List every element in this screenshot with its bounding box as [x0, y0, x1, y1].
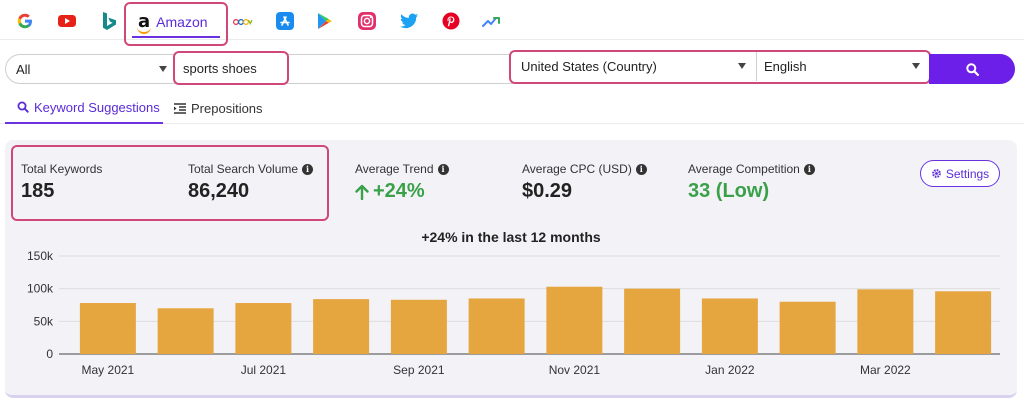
search-engine-tabs: a Amazon	[0, 0, 1024, 46]
list-indent-icon	[174, 102, 186, 114]
y-tick-label: 150k	[27, 249, 54, 263]
highlight-box	[11, 145, 329, 221]
x-tick-label: Sep 2021	[393, 363, 445, 377]
chart-bar	[701, 298, 758, 354]
result-tabs: Keyword Suggestions Prepositions	[0, 92, 1024, 124]
youtube-tab[interactable]	[56, 8, 78, 34]
ebay-icon	[233, 18, 253, 26]
search-bar: All United States (Country) English	[5, 50, 1017, 85]
tab-prepositions[interactable]: Prepositions	[174, 92, 263, 124]
settings-button-label: Settings	[945, 166, 990, 181]
info-icon[interactable]: i	[635, 163, 647, 175]
info-icon[interactable]: i	[437, 163, 449, 175]
search-volume-chart: 0 50k 100k 150k May 2021 Jul 2021 Sep 2021 Nov …	[27, 249, 1000, 377]
average-trend-value: +24%	[355, 180, 449, 203]
youtube-icon	[58, 15, 76, 27]
keyword-input[interactable]	[173, 51, 289, 85]
chart-bar	[157, 308, 214, 354]
tab-keyword-suggestions-label: Keyword Suggestions	[34, 99, 160, 115]
google-icon	[17, 13, 32, 29]
y-tick-label: 100k	[27, 282, 54, 296]
language-select-value: English	[764, 59, 807, 74]
y-tick-label: 50k	[34, 314, 54, 328]
ebay-tab[interactable]	[232, 8, 254, 34]
average-trend-label: Average Trend i	[355, 162, 449, 176]
total-keywords-stat: Total Keywords 185	[21, 162, 102, 203]
play-store-tab[interactable]	[314, 8, 336, 34]
country-select-value: United States (Country)	[521, 59, 657, 74]
tab-keyword-suggestions[interactable]: Keyword Suggestions	[5, 92, 163, 124]
trends-tab[interactable]	[481, 8, 503, 34]
keyword-input-wrapper	[173, 51, 513, 85]
info-icon[interactable]: i	[803, 163, 815, 175]
total-search-volume-stat: Total Search Volume i 86,240	[188, 162, 314, 203]
settings-button[interactable]: Settings	[920, 160, 1000, 187]
chart-bar	[313, 299, 370, 354]
average-trend-stat: Average Trend i +24%	[355, 162, 449, 203]
x-tick-label: May 2021	[82, 363, 135, 377]
total-keywords-label: Total Keywords	[21, 162, 103, 176]
twitter-icon	[400, 13, 418, 29]
app-store-icon	[276, 12, 294, 30]
chevron-down-icon	[159, 66, 167, 72]
search-icon	[965, 62, 979, 76]
category-select[interactable]: All	[5, 54, 173, 84]
country-select[interactable]: United States (Country)	[513, 52, 757, 81]
keyword-overview-card: Total Keywords 185 Total Search Volume i…	[5, 140, 1017, 398]
info-icon[interactable]: i	[302, 163, 314, 175]
x-tick-label: Jul 2021	[241, 363, 287, 377]
category-select-value: All	[16, 61, 31, 77]
amazon-tab-label: Amazon	[156, 14, 208, 30]
average-cpc-label: Average CPC (USD) i	[522, 162, 647, 176]
instagram-icon	[358, 12, 376, 30]
chart-bar	[935, 291, 992, 354]
x-tick-label: Mar 2022	[860, 363, 911, 377]
search-button[interactable]	[929, 54, 1015, 84]
chart-bar	[235, 303, 292, 354]
chart-bar	[546, 286, 603, 354]
y-tick-label: 0	[46, 347, 53, 361]
average-competition-value: 33 (Low)	[688, 180, 770, 202]
chart-bar	[624, 288, 681, 354]
chart-bar	[79, 303, 136, 354]
total-keywords-value: 185	[21, 180, 55, 202]
google-tab[interactable]	[14, 8, 36, 34]
pinterest-tab[interactable]	[440, 8, 462, 34]
play-store-icon	[318, 13, 332, 29]
total-search-volume-value: 86,240	[188, 180, 250, 202]
chart-bar	[468, 298, 525, 354]
average-competition-label: Average Competition i	[688, 162, 815, 176]
amazon-icon: a	[136, 11, 152, 34]
tab-prepositions-label: Prepositions	[191, 100, 263, 116]
gear-icon	[931, 169, 941, 178]
app-store-tab[interactable]	[274, 8, 296, 34]
chart-bar	[857, 289, 914, 354]
twitter-tab[interactable]	[398, 8, 420, 34]
bing-icon	[103, 12, 116, 30]
chart-title: +24% in the last 12 months	[421, 229, 601, 245]
trends-icon	[482, 17, 500, 27]
average-cpc-stat: Average CPC (USD) i $0.29	[522, 162, 647, 203]
location-language-group: United States (Country) English	[509, 50, 931, 84]
x-tick-label: Nov 2021	[549, 363, 601, 377]
instagram-tab[interactable]	[356, 8, 378, 34]
average-competition-stat: Average Competition i 33 (Low)	[688, 162, 815, 203]
pinterest-icon	[442, 12, 460, 30]
x-tick-label: Jan 2022	[705, 363, 755, 377]
arrow-up-icon	[355, 184, 369, 200]
chevron-down-icon	[912, 63, 920, 69]
total-search-volume-label: Total Search Volume i	[188, 162, 314, 176]
chart-bar	[779, 301, 836, 354]
average-cpc-value: $0.29	[522, 180, 573, 202]
chevron-down-icon	[738, 63, 746, 69]
language-select[interactable]: English	[758, 52, 926, 81]
bing-tab[interactable]	[98, 8, 120, 34]
search-icon	[17, 101, 29, 113]
chart-bar	[390, 299, 447, 354]
amazon-tab[interactable]: a Amazon	[124, 2, 228, 46]
